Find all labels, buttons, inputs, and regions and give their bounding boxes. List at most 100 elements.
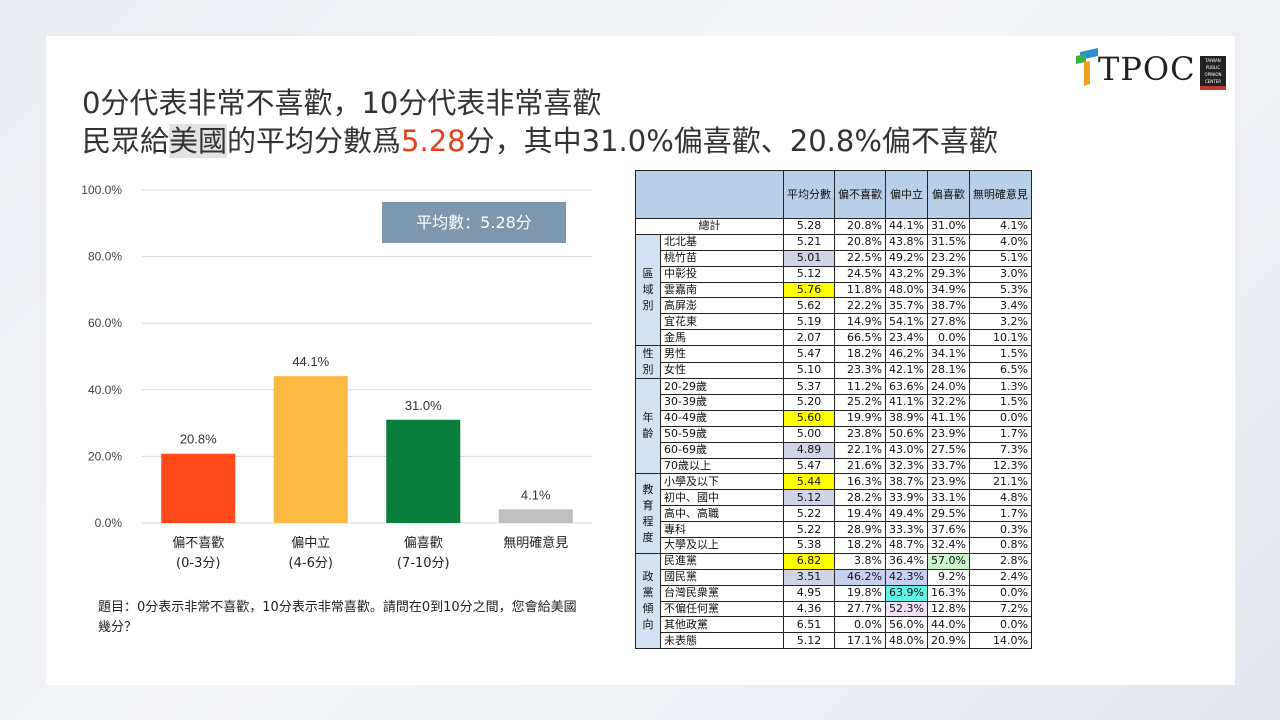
cell: 14.9% <box>834 313 886 331</box>
total-row: 總計 5.28 20.8% 44.1% 31.0% 4.1% <box>635 218 1032 235</box>
cell: 3.2% <box>968 313 1032 331</box>
column-header: 無明確意見 <box>968 170 1032 219</box>
cell: 16.3% <box>926 584 970 602</box>
cell: 46.2% <box>834 568 886 586</box>
row-label: 初中、國中 <box>660 489 784 507</box>
cell: 2.07 <box>783 329 835 347</box>
crosstab-table: 平均分數 偏不喜歡 偏中立 偏喜歡 無明確意見 總計 5.28 20.8% 44.1% 31.0%… <box>635 170 1032 650</box>
cell: 27.7% <box>834 600 886 618</box>
cell: 49.4% <box>885 505 928 523</box>
y-tick-label: 60.0% <box>88 316 122 330</box>
y-tick-label: 80.0% <box>88 250 122 264</box>
cell: 1.3% <box>968 378 1032 396</box>
cell: 54.1% <box>885 313 928 331</box>
cell: 6.5% <box>968 361 1032 380</box>
cell: 33.3% <box>885 521 928 539</box>
average-box: 平均數：5.28分 <box>382 202 566 243</box>
corner-cell <box>635 170 784 219</box>
cell: 25.2% <box>834 394 886 411</box>
cell: 44.0% <box>926 616 970 634</box>
table-row: 70歲以上 5.47 21.6% 32.3% 33.7% 12.3% <box>636 457 1032 475</box>
row-label: 女性 <box>660 361 784 380</box>
cell: 36.4% <box>885 552 928 570</box>
cell: 4.8% <box>968 489 1032 507</box>
average-score: 5.28 <box>401 124 466 158</box>
row-label: 專科 <box>660 521 784 539</box>
table-row: 初中、國中 5.12 28.2% 33.9% 33.1% 4.8% <box>636 489 1032 507</box>
cell: 1.5% <box>968 345 1032 363</box>
y-tick-label: 100.0% <box>82 183 122 197</box>
cell: 66.5% <box>834 329 886 347</box>
table-row: 教育程度小學及以下 5.44 16.3% 38.7% 23.9% 21.1% <box>635 473 1032 554</box>
cell: 27.5% <box>926 441 970 459</box>
cell: 5.47 <box>783 345 835 363</box>
x-tick-label: (7-10分) <box>397 556 450 571</box>
cell: 42.3% <box>885 568 928 586</box>
cell: 63.6% <box>885 378 928 396</box>
cell: 32.4% <box>926 537 970 554</box>
y-tick-label: 0.0% <box>95 516 123 530</box>
x-tick-label: (4-6分) <box>289 556 333 571</box>
table-row: 中彰投 5.12 24.5% 43.2% 29.3% 3.0% <box>636 265 1032 283</box>
cell: 34.1% <box>926 345 970 363</box>
cell: 5.22 <box>783 505 835 523</box>
cell: 6.51 <box>783 616 835 634</box>
table-header-row: 平均分數 偏不喜歡 偏中立 偏喜歡 無明確意見 <box>635 170 1032 219</box>
table-row: 年齡 20-29歲 5.37 11.2% 63.6% 24.0% 1.3% <box>635 378 1032 475</box>
cell: 11.2% <box>834 378 886 396</box>
cell: 56.0% <box>885 616 928 634</box>
cell: 0.0% <box>834 616 886 634</box>
cell: 46.2% <box>885 345 928 363</box>
table-row: 桃竹苗 5.01 22.5% 49.2% 23.2% 5.1% <box>636 249 1032 267</box>
cell: 41.1% <box>926 409 970 427</box>
cell: 12.3% <box>968 457 1032 475</box>
cell: 22.2% <box>834 297 886 315</box>
table-row: 性別男性 5.47 18.2% 46.2% 34.1% 1.5% <box>635 345 1032 380</box>
table-row: 宜花東 5.19 14.9% 54.1% 27.8% 3.2% <box>636 313 1032 331</box>
table-row: 60-69歲 4.89 22.1% 43.0% 27.5% 7.3% <box>636 441 1032 459</box>
cell: 5.12 <box>783 632 835 650</box>
table-row: 國民黨 3.51 46.2% 42.3% 9.2% 2.4% <box>636 568 1032 586</box>
cell: 1.5% <box>968 394 1032 411</box>
cell: 5.00 <box>783 425 835 443</box>
cell: 17.1% <box>834 632 886 650</box>
cell: 31.5% <box>926 233 970 251</box>
cell: 3.4% <box>968 297 1032 315</box>
cell: 14.0% <box>968 632 1032 650</box>
cell: 23.2% <box>926 249 970 267</box>
cell: 42.1% <box>885 361 928 380</box>
cell: 0.0% <box>968 616 1032 634</box>
cell: 18.2% <box>834 537 886 554</box>
question-text: 題目：0分表示非常不喜歡，10分表示非常喜歡。請問在0到10分之間，您會給美國幾… <box>98 600 577 635</box>
cell: 38.7% <box>926 297 970 315</box>
cell: 0.0% <box>968 409 1032 427</box>
tpoc-logo-mark-icon <box>1076 48 1098 86</box>
cell: 24.0% <box>926 378 970 396</box>
cell: 5.38 <box>783 537 835 554</box>
cell: 20.9% <box>926 632 970 650</box>
cell: 43.8% <box>885 233 928 251</box>
cell: 28.9% <box>834 521 886 539</box>
table-row: 高中、高職 5.22 19.4% 49.4% 29.5% 1.7% <box>636 505 1032 523</box>
cell: 21.6% <box>834 457 886 475</box>
row-label: 總計 <box>635 218 784 235</box>
table-row: 政黨傾向民進黨 6.82 3.8% 36.4% 57.0% 2.8% <box>635 552 1032 650</box>
row-label: 60-69歲 <box>660 441 784 459</box>
row-label: 中彰投 <box>660 265 784 283</box>
y-tick-label: 20.0% <box>88 449 122 463</box>
cell: 5.62 <box>783 297 835 315</box>
row-label: 其他政黨 <box>660 616 784 634</box>
cell: 48.0% <box>885 281 928 299</box>
logo-text: TPOC <box>1098 50 1196 88</box>
cell: 57.0% <box>926 552 970 570</box>
highlighted-country: 美國 <box>169 124 228 158</box>
cell: 32.2% <box>926 394 970 411</box>
cell: 48.7% <box>885 537 928 554</box>
row-label: 40-49歲 <box>660 409 784 427</box>
cell: 3.51 <box>783 568 835 586</box>
cell: 2.4% <box>968 568 1032 586</box>
cell: 5.28 <box>783 218 835 235</box>
cell: 37.6% <box>926 521 970 539</box>
cell: 31.0% <box>926 218 970 235</box>
cell: 52.3% <box>885 600 928 618</box>
